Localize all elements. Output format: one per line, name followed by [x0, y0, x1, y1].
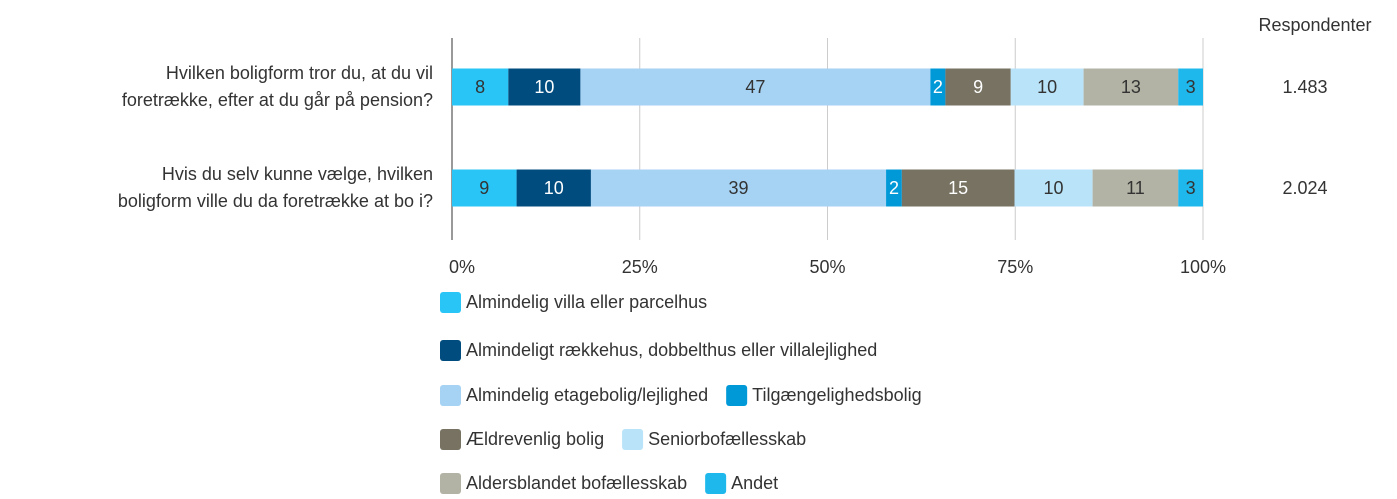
x-tick-label: 25%: [622, 257, 658, 277]
legend-swatch: [440, 385, 461, 406]
data-label: 15: [948, 178, 968, 198]
bar-segment: [452, 68, 509, 106]
data-label: 13: [1121, 77, 1141, 97]
legend-label: Tilgængelighedsbolig: [752, 385, 921, 405]
legend-label: Almindelig villa eller parcelhus: [466, 292, 707, 312]
legend-label: Ældrevenlig bolig: [466, 429, 604, 449]
legend-label: Andet: [731, 473, 778, 493]
legend-swatch: [440, 292, 461, 313]
respondents-title: Respondenter: [1258, 15, 1371, 35]
data-label: 3: [1186, 178, 1196, 198]
bar-segment: [1092, 169, 1179, 207]
bar-segment: [1083, 68, 1179, 106]
legend-swatch: [622, 429, 644, 450]
category-label: foretrække, efter at du går på pension?: [122, 90, 433, 110]
legend-swatch: [705, 473, 727, 494]
bar-segment: [930, 68, 946, 106]
data-label: 9: [479, 178, 489, 198]
data-label: 47: [745, 77, 765, 97]
legend-swatch: [440, 429, 461, 450]
data-label: 11: [1126, 178, 1145, 198]
bar-segment: [516, 169, 591, 207]
category-label: Hvis du selv kunne vælge, hvilken: [162, 164, 433, 184]
x-tick-label: 50%: [809, 257, 845, 277]
bar-segment: [886, 169, 902, 207]
category-label: boligform ville du da foretrække at bo i…: [118, 191, 433, 211]
data-label: 9: [973, 77, 983, 97]
x-tick-label: 75%: [997, 257, 1033, 277]
legend-label: Almindelig etagebolig/lejlighed: [466, 385, 708, 405]
x-tick-label: 100%: [1180, 257, 1226, 277]
bar-segment: [580, 68, 931, 106]
data-label: 8: [475, 77, 485, 97]
category-label: Hvilken boligform tror du, at du vil: [166, 63, 433, 83]
bar-segment: [452, 169, 517, 207]
bar-segment: [508, 68, 581, 106]
bar-segment: [945, 68, 1011, 106]
x-tick-label: 0%: [449, 257, 475, 277]
data-label: 3: [1186, 77, 1196, 97]
bar-segment: [901, 169, 1015, 207]
data-label: 10: [1037, 77, 1057, 97]
bar-segment: [1178, 68, 1203, 106]
legend-swatch: [440, 340, 461, 361]
data-label: 39: [728, 178, 748, 198]
data-label: 2: [933, 77, 943, 97]
bar-segment: [1178, 169, 1203, 207]
legend-swatch: [440, 473, 461, 494]
data-label: 10: [544, 178, 564, 198]
data-label: 2: [889, 178, 899, 198]
legend-label: Almindeligt rækkehus, dobbelthus eller v…: [466, 340, 877, 360]
legend-label: Aldersblandet bofællesskab: [466, 473, 687, 493]
respondents-value: 1.483: [1282, 77, 1327, 97]
data-label: 10: [534, 77, 554, 97]
respondents-value: 2.024: [1282, 178, 1327, 198]
bar-segment: [1010, 68, 1084, 106]
legend-label: Seniorbofællesskab: [648, 429, 806, 449]
data-label: 10: [1044, 178, 1064, 198]
legend-swatch: [726, 385, 748, 406]
bar-segment: [590, 169, 887, 207]
bar-segment: [1014, 169, 1093, 207]
